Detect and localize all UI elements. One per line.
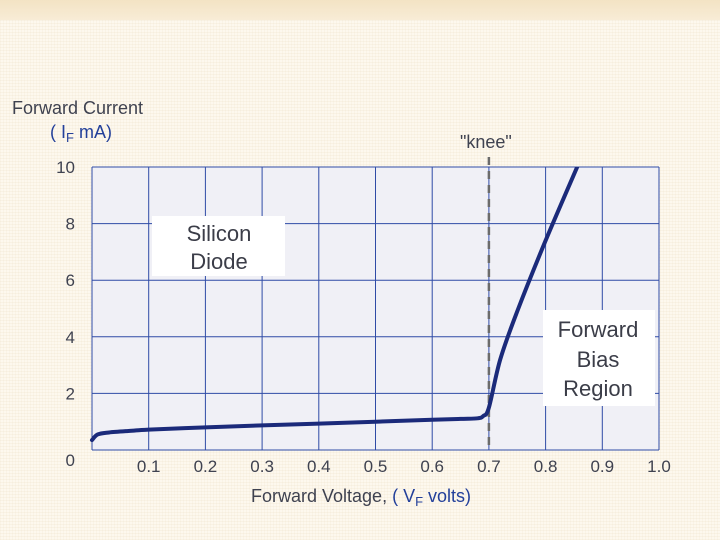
x-tick-label: 0.3 <box>250 457 274 476</box>
x-tick-label: 0.2 <box>194 457 218 476</box>
x-tick-label: 0.7 <box>477 457 501 476</box>
series-line <box>90 167 580 443</box>
device-label-box <box>152 216 285 276</box>
x-tick-label: 0.9 <box>590 457 614 476</box>
x-tick-label: 0.6 <box>420 457 444 476</box>
x-tick-labels: 0.1 0.2 0.3 0.4 0.5 0.6 0.7 0.8 0.9 1.0 <box>137 457 671 476</box>
y-tick-label: 6 <box>66 271 75 290</box>
x-axis-title: Forward Voltage, ( VF volts) <box>251 486 471 509</box>
y-tick-label: 2 <box>66 384 75 403</box>
knee-label: "knee" <box>460 132 512 152</box>
region-label-box <box>543 310 655 406</box>
x-tick-label: 1.0 <box>647 457 671 476</box>
region-label-line1: Forward <box>558 317 639 342</box>
annotation-boxes <box>152 216 655 406</box>
y-tick-label: 0 <box>66 451 75 470</box>
x-tick-label: 0.5 <box>364 457 388 476</box>
y-axis-title: Forward Current <box>12 98 143 118</box>
x-tick-label: 0.8 <box>534 457 558 476</box>
x-tick-label: 0.4 <box>307 457 331 476</box>
y-axis-unit: ( IF mA) <box>50 122 112 145</box>
y-tick-label: 8 <box>66 215 75 234</box>
region-label-line2: Bias <box>577 347 620 372</box>
header-band <box>0 0 720 20</box>
device-label-line1: Silicon <box>187 221 252 246</box>
y-tick-labels: 0 2 4 6 8 10 <box>56 158 75 470</box>
y-tick-label: 4 <box>66 328 75 347</box>
device-label-line2: Diode <box>190 249 247 274</box>
region-label-line3: Region <box>563 376 633 401</box>
y-tick-label: 10 <box>56 158 75 177</box>
x-tick-label: 0.1 <box>137 457 161 476</box>
